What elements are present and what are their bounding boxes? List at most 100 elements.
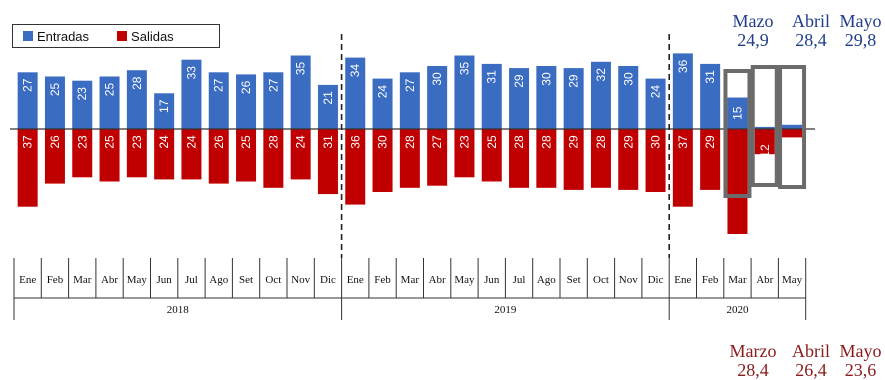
bar-value-entradas: 32 xyxy=(594,68,608,82)
bar-value-entradas: 33 xyxy=(184,66,198,80)
bar-entradas xyxy=(236,74,257,129)
bar-value-salidas: 25 xyxy=(239,135,253,149)
bar-salidas xyxy=(509,129,530,188)
summary-salidas-abril: Abril 26,4 xyxy=(782,342,840,380)
legend-label-salidas: Salidas xyxy=(131,28,174,44)
bar-entradas xyxy=(782,124,803,129)
bar-value-entradas: 31 xyxy=(703,70,717,84)
bar-salidas xyxy=(590,129,611,188)
bar-salidas xyxy=(700,129,721,190)
bar-entradas xyxy=(509,68,530,129)
bar-value-salidas: 12 xyxy=(758,144,772,158)
tick-label: Jun xyxy=(157,274,173,286)
tick-label: Jun xyxy=(484,274,500,286)
summary-salidas-marzo: Marzo 28,4 xyxy=(720,342,786,380)
tick-label: Feb xyxy=(374,274,391,286)
bar-value-salidas: 24 xyxy=(184,135,198,149)
legend-label-entradas: Entradas xyxy=(37,28,90,44)
tick-label: Set xyxy=(567,274,581,286)
bar-value-entradas: 1 xyxy=(758,101,772,108)
bar-value-entradas: 30 xyxy=(621,72,635,86)
summary-value: 24,9 xyxy=(737,30,769,50)
tick-label: Mar xyxy=(401,274,420,286)
summary-entradas-abril: Abril 28,4 xyxy=(782,12,840,50)
bar-value-entradas: 27 xyxy=(21,78,35,92)
bar-entradas xyxy=(672,53,693,129)
bar-entradas xyxy=(645,78,666,129)
bar-value-salidas-outer: 12 xyxy=(758,166,772,180)
tick-label: Ene xyxy=(347,274,364,286)
tick-label: Mar xyxy=(73,274,92,286)
bar-value-entradas: 21 xyxy=(321,91,335,105)
tick-label: Abr xyxy=(756,274,773,286)
bar-salidas xyxy=(99,129,120,182)
bar-salidas xyxy=(263,129,284,188)
bar-salidas xyxy=(618,129,639,190)
bar-entradas xyxy=(536,66,557,129)
bar-value-salidas: 28 xyxy=(539,135,553,149)
tick-label: Ago xyxy=(209,274,228,286)
bar-value-entradas: 35 xyxy=(457,62,471,76)
bar-entradas xyxy=(399,72,420,129)
bar-value-entradas: 36 xyxy=(676,59,690,73)
bar-salidas xyxy=(372,129,393,192)
bar-entradas xyxy=(481,63,502,129)
legend-item-entradas: Entradas xyxy=(23,29,89,44)
bar-value-entradas: 35 xyxy=(294,62,308,76)
bar-value-salidas: 37 xyxy=(21,135,35,149)
bar-value-entradas: 15 xyxy=(730,106,744,120)
bar-salidas xyxy=(782,129,803,138)
tick-label: Oct xyxy=(265,274,281,286)
bar-salidas xyxy=(481,129,502,182)
summary-value: 28,4 xyxy=(795,30,827,50)
summary-month: Mazo xyxy=(732,11,774,31)
legend: Entradas Salidas xyxy=(12,24,220,48)
summary-month: Abril xyxy=(792,341,830,361)
bar-salidas xyxy=(290,129,311,180)
tick-label: Oct xyxy=(593,274,609,286)
bar-value-salidas: 28 xyxy=(403,135,417,149)
bar-salidas xyxy=(427,129,448,186)
tick-label: Abr xyxy=(101,274,118,286)
legend-swatch-entradas xyxy=(23,31,33,41)
highlight-box xyxy=(750,65,779,187)
summary-month: Abril xyxy=(792,11,830,31)
tick-label: Ene xyxy=(19,274,36,286)
bar-value-entradas: 29 xyxy=(567,74,581,88)
bar-value-entradas: 25 xyxy=(103,83,117,97)
year-label: 2020 xyxy=(726,304,749,316)
tick-label: May xyxy=(127,274,148,286)
highlight-box xyxy=(778,65,807,189)
bar-value-salidas: 24 xyxy=(294,135,308,149)
legend-swatch-salidas xyxy=(117,31,128,41)
tick-label: May xyxy=(782,274,803,286)
bar-value-salidas: 29 xyxy=(621,135,635,149)
tick-label: Dic xyxy=(648,274,664,286)
bar-entradas xyxy=(154,93,175,129)
bar-entradas xyxy=(317,84,338,129)
tick-label: May xyxy=(454,274,475,286)
bar-salidas xyxy=(727,129,748,234)
bar-value-salidas: 50 xyxy=(730,237,744,251)
bar-value-entradas: 2 xyxy=(785,101,799,108)
bar-value-entradas: 26 xyxy=(239,80,253,94)
bar-salidas xyxy=(236,129,257,182)
bar-value-salidas: 30 xyxy=(376,135,390,149)
tick-label: Feb xyxy=(47,274,64,286)
bar-salidas xyxy=(126,129,147,178)
year-label: 2018 xyxy=(167,304,190,316)
bar-value-entradas: 17 xyxy=(157,99,171,113)
bar-salidas xyxy=(754,129,775,155)
summary-value: 29,8 xyxy=(844,30,877,50)
bar-value-salidas: 36 xyxy=(348,135,362,149)
bar-entradas xyxy=(126,70,147,129)
bar-value-salidas: 29 xyxy=(567,135,581,149)
bar-value-salidas: 28 xyxy=(594,135,608,149)
bar-value-salidas: 26 xyxy=(212,135,226,149)
year-label: 2019 xyxy=(494,304,517,316)
bar-entradas xyxy=(263,72,284,129)
bar-value-entradas: 34 xyxy=(348,64,362,78)
bar-value-salidas: 37 xyxy=(676,135,690,149)
bar-entradas xyxy=(17,72,38,129)
